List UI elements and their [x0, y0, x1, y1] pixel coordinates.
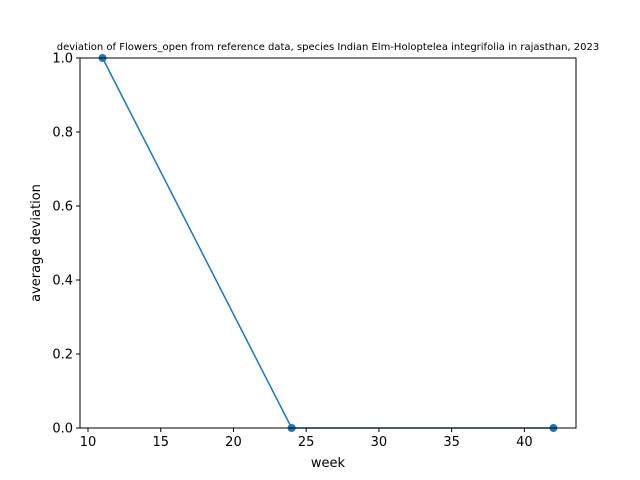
x-tick-label: 20 — [225, 435, 242, 450]
y-tick-label: 1.0 — [52, 52, 73, 67]
x-tick-label: 40 — [516, 435, 533, 450]
y-tick-label: 0.6 — [52, 200, 73, 215]
x-tick-label: 15 — [152, 435, 169, 450]
x-axis-label: week — [311, 456, 346, 471]
y-tick-label: 0.4 — [52, 274, 73, 289]
y-tick-label: 0.8 — [52, 126, 73, 141]
plot-area — [98, 54, 558, 432]
x-tick-label: 30 — [371, 435, 388, 450]
x-tick-label: 25 — [298, 435, 315, 450]
chart-title: deviation of Flowers_open from reference… — [57, 42, 600, 53]
y-axis: 0.0 0.2 0.4 0.6 0.8 1.0 — [52, 52, 80, 437]
y-axis-label: average deviation — [29, 184, 44, 302]
y-tick-label: 0.0 — [52, 422, 73, 437]
x-tick-label: 10 — [80, 435, 97, 450]
x-axis: 10 15 20 25 30 35 40 — [80, 428, 533, 450]
plot-frame — [79, 57, 577, 429]
x-tick-label: 35 — [443, 435, 460, 450]
y-tick-label: 0.2 — [52, 348, 73, 363]
series-line — [101, 57, 554, 429]
